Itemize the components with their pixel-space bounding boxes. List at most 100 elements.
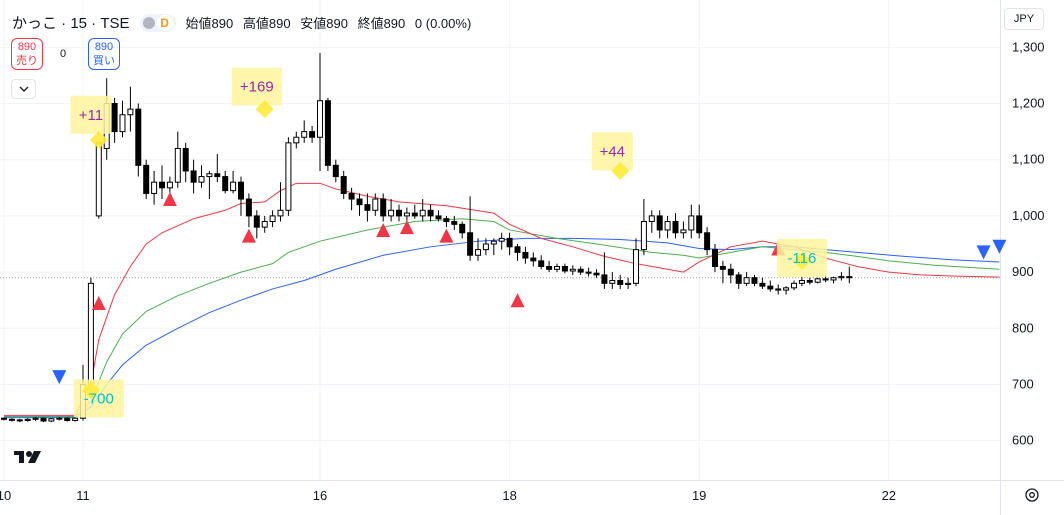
sell-signal-marker bbox=[976, 245, 991, 260]
candle-body bbox=[838, 276, 845, 279]
buy-signal-marker bbox=[439, 228, 454, 243]
buy-button[interactable]: 890 買い bbox=[88, 38, 120, 70]
candle-body bbox=[791, 282, 797, 289]
high-label: 高値 bbox=[242, 16, 269, 31]
candle-body bbox=[87, 282, 94, 385]
candle-body bbox=[261, 221, 268, 228]
candle-body bbox=[222, 176, 229, 192]
candle-body bbox=[159, 181, 165, 189]
candle-body bbox=[482, 243, 489, 251]
candle-body bbox=[317, 100, 323, 138]
symbol-title[interactable]: かっこ · 15 · TSE bbox=[12, 15, 130, 32]
candle-body bbox=[419, 209, 426, 217]
candle-body bbox=[372, 198, 379, 211]
candle-body bbox=[111, 103, 118, 133]
low-label: 安値 bbox=[300, 16, 327, 31]
candle-body bbox=[759, 282, 766, 287]
change-value: 0 (0.00%) bbox=[414, 16, 472, 31]
candle-body bbox=[332, 164, 339, 178]
candle-body bbox=[806, 280, 813, 283]
tradingview-logo-icon[interactable] bbox=[14, 448, 46, 466]
low-value: 890 bbox=[326, 16, 348, 31]
candle-body bbox=[546, 265, 553, 270]
candle-body bbox=[743, 277, 750, 284]
candle-body bbox=[688, 215, 695, 231]
candle-body bbox=[190, 170, 197, 183]
candle-body bbox=[530, 257, 537, 262]
candle-body bbox=[443, 218, 450, 223]
candle-body bbox=[751, 277, 758, 284]
settings-gear-icon[interactable] bbox=[1024, 487, 1040, 503]
candle-body bbox=[309, 131, 316, 138]
candle-body bbox=[340, 176, 347, 194]
candle-body bbox=[301, 131, 308, 138]
candle-body bbox=[119, 114, 126, 133]
candle-body bbox=[388, 209, 395, 217]
time-tick-label: 11 bbox=[76, 488, 90, 503]
candle-body bbox=[174, 147, 181, 183]
candle-body bbox=[538, 260, 545, 267]
candle-body bbox=[427, 209, 434, 217]
candle-body bbox=[648, 215, 655, 223]
candle-body bbox=[198, 176, 205, 183]
candle-body bbox=[411, 212, 418, 217]
candle-body bbox=[467, 232, 474, 256]
trade-result-label: +169 bbox=[240, 79, 274, 96]
candle-body bbox=[95, 142, 102, 217]
candle-body bbox=[277, 209, 284, 217]
candle-body bbox=[214, 173, 221, 178]
candle-body bbox=[783, 287, 790, 291]
trade-result-label: -700 bbox=[84, 391, 114, 408]
candle-body bbox=[435, 215, 442, 220]
time-tick-label: 19 bbox=[692, 488, 706, 503]
candle-body bbox=[48, 418, 55, 422]
candle-body bbox=[135, 108, 142, 166]
candle-body bbox=[633, 249, 639, 284]
candle-body bbox=[396, 209, 402, 217]
candle-body bbox=[712, 249, 718, 267]
trade-result-label: +11 bbox=[79, 107, 103, 124]
candle-body bbox=[593, 272, 600, 276]
sell-label: 売り bbox=[16, 55, 38, 67]
buy-price: 890 bbox=[94, 41, 114, 53]
legend-header: かっこ · 15 · TSE D 始値890 高値890 安値890 終値890… bbox=[12, 12, 477, 33]
candle-body bbox=[356, 198, 363, 206]
price-tick-label: 900 bbox=[1012, 264, 1034, 279]
open-value: 890 bbox=[211, 16, 234, 31]
buy-signal-marker bbox=[510, 293, 525, 308]
candle-body bbox=[475, 249, 481, 256]
currency-button[interactable]: JPY bbox=[1004, 8, 1044, 30]
candle-body bbox=[127, 108, 134, 116]
candle-body bbox=[285, 142, 292, 211]
time-tick-label: 10 bbox=[0, 488, 11, 503]
candle-body bbox=[617, 280, 624, 285]
candle-body bbox=[182, 147, 189, 172]
status-dot-icon bbox=[142, 16, 155, 29]
candle-body bbox=[380, 198, 387, 217]
price-tick-label: 700 bbox=[1012, 376, 1034, 391]
market-status[interactable]: D bbox=[139, 13, 176, 32]
candle-body bbox=[269, 215, 276, 223]
candle-body bbox=[403, 212, 410, 217]
time-tick-label: 18 bbox=[502, 488, 516, 503]
candle-body bbox=[814, 278, 821, 283]
candle-body bbox=[364, 204, 371, 211]
trade-result-label: +44 bbox=[600, 143, 625, 160]
data-badge: D bbox=[156, 14, 173, 31]
candle-body bbox=[640, 221, 647, 251]
price-tick-label: 600 bbox=[1012, 433, 1034, 448]
open-label: 始値 bbox=[185, 16, 212, 31]
trade-diamond-marker bbox=[792, 251, 811, 270]
collapse-legend-button[interactable] bbox=[11, 79, 36, 99]
price-tick-label: 1,100 bbox=[1012, 152, 1045, 167]
candle-body bbox=[830, 277, 837, 281]
candle-body bbox=[324, 100, 331, 166]
candle-body bbox=[625, 282, 632, 285]
candle-body bbox=[64, 417, 71, 421]
candle-body bbox=[32, 417, 39, 420]
buy-label: 買い bbox=[93, 55, 115, 67]
sell-button[interactable]: 890 売り bbox=[11, 38, 43, 70]
trade-diamond-marker bbox=[89, 131, 108, 150]
sell-signal-marker bbox=[992, 239, 1007, 254]
